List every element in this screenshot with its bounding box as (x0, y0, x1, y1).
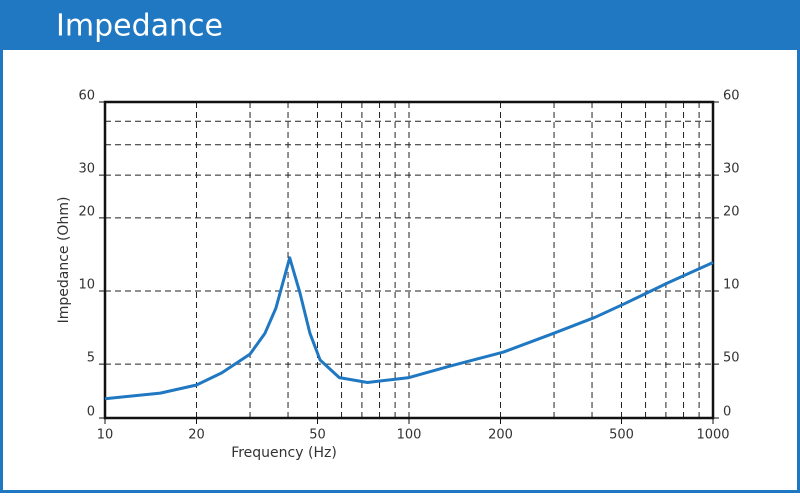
y-tick-label: 30 (78, 162, 95, 177)
y2-tick-label: 10 (723, 278, 740, 293)
x-tick-label: 200 (488, 428, 513, 443)
x-tick-label: 10 (97, 428, 114, 443)
y-tick-label: 20 (78, 204, 95, 219)
impedance-line (104, 256, 714, 401)
page-title: Impedance (56, 9, 223, 44)
x-axis-label: Frequency (Hz) (231, 445, 337, 461)
y2-tick-label: 20 (723, 204, 740, 219)
x-tick-label: 50 (309, 428, 326, 443)
panel (3, 50, 797, 490)
x-tick-label: 20 (188, 428, 205, 443)
x-tick-label: 1000 (696, 428, 729, 443)
y2-tick-label: 50 (723, 351, 740, 366)
y-tick-label: 5 (87, 351, 95, 366)
y-tick-label: 10 (78, 278, 95, 293)
x-tick-label: 100 (397, 428, 422, 443)
x-tick-label: 500 (609, 428, 634, 443)
y-tick-label: 0 (87, 405, 95, 420)
y2-tick-label: 0 (723, 405, 731, 420)
y-tick-label: 60 (78, 89, 95, 104)
y-axis-label: Impedance (Ohm) (56, 197, 72, 324)
y2-tick-label: 60 (723, 89, 740, 104)
y2-tick-label: 30 (723, 162, 740, 177)
